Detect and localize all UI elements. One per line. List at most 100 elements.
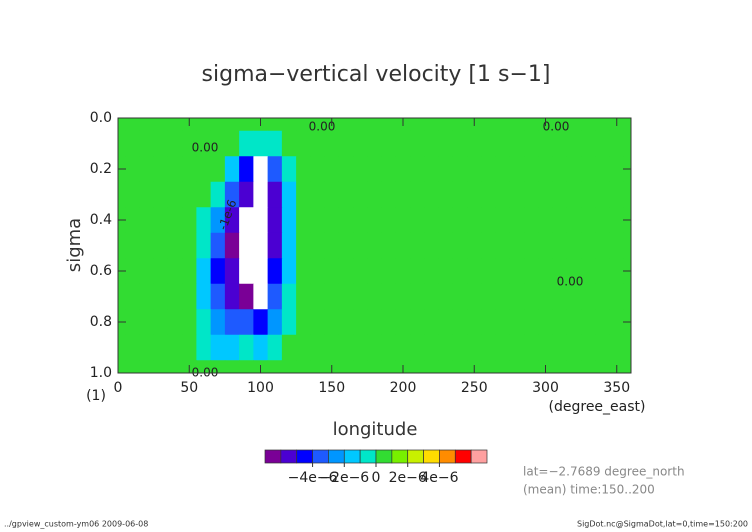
cell [367, 118, 383, 132]
cell [239, 258, 254, 285]
cell [310, 118, 326, 132]
cell [267, 130, 283, 157]
colorbar-box [264, 449, 282, 464]
cell [509, 181, 525, 208]
colorbar-box [407, 449, 424, 464]
cell [118, 360, 126, 374]
cell [395, 207, 411, 234]
cell [566, 130, 582, 157]
cell [395, 309, 411, 336]
cell [281, 283, 297, 310]
cell [253, 232, 269, 259]
cell [381, 232, 397, 259]
cell [125, 360, 140, 374]
colorbar-box [359, 449, 377, 464]
cell [552, 360, 568, 374]
cell [153, 283, 169, 310]
cell [253, 334, 269, 361]
cell [310, 156, 326, 183]
cell [395, 130, 411, 157]
cell [367, 309, 383, 336]
cell [118, 130, 126, 157]
cell [552, 207, 568, 234]
cell [609, 156, 625, 183]
cell [267, 207, 283, 234]
cell [125, 283, 140, 310]
cell [595, 156, 611, 183]
cell [538, 130, 554, 157]
cell [395, 232, 411, 259]
cell [281, 156, 297, 183]
cell [509, 309, 525, 336]
cell [424, 207, 440, 234]
cell [139, 334, 155, 361]
cell [495, 334, 511, 361]
cell [552, 130, 568, 157]
cell [438, 258, 454, 285]
cell [609, 181, 625, 208]
cell [381, 309, 397, 336]
cell [296, 181, 311, 208]
cell [267, 118, 283, 132]
cell [467, 130, 482, 157]
cell [224, 207, 240, 234]
x-tick-label: 250 [461, 380, 488, 396]
cell [566, 232, 582, 259]
cell [338, 360, 354, 374]
cell [125, 118, 140, 132]
x-unit: (degree_east) [549, 399, 646, 415]
y-axis-label: sigma [64, 218, 85, 272]
cell [324, 232, 340, 259]
cell [467, 232, 482, 259]
cell [581, 360, 596, 374]
cell [581, 309, 596, 336]
cell [581, 156, 596, 183]
cell [609, 232, 625, 259]
cell [353, 258, 368, 285]
cell [495, 360, 511, 374]
x-tick-label: 200 [390, 380, 417, 396]
cell [353, 334, 368, 361]
cell [595, 309, 611, 336]
cell [224, 118, 240, 132]
cell [452, 283, 468, 310]
cell [481, 360, 497, 374]
cell [524, 181, 539, 208]
cell [438, 156, 454, 183]
cell [310, 283, 326, 310]
cell [367, 360, 383, 374]
cell [552, 283, 568, 310]
cell [495, 232, 511, 259]
cell [338, 207, 354, 234]
cell [324, 283, 340, 310]
cell [125, 309, 140, 336]
cell [509, 258, 525, 285]
cell [224, 360, 240, 374]
cell [267, 156, 283, 183]
cell [495, 130, 511, 157]
cell [509, 232, 525, 259]
cell [410, 232, 425, 259]
cell [495, 309, 511, 336]
cell [196, 309, 212, 336]
cell [438, 207, 454, 234]
colorbar-tick-label: 0 [372, 470, 381, 486]
cell [424, 309, 440, 336]
cell [566, 360, 582, 374]
cell [367, 207, 383, 234]
x-tick-label: 150 [318, 380, 345, 396]
cell [324, 334, 340, 361]
cell [395, 334, 411, 361]
colorbar-tick-label: 2e−6 [389, 470, 427, 486]
cell [281, 130, 297, 157]
cell [182, 207, 197, 234]
chart-title: sigma−vertical velocity [1 s−1] [202, 62, 551, 87]
cell [381, 156, 397, 183]
cell [338, 283, 354, 310]
y-unit: (1) [86, 388, 106, 404]
cell [281, 334, 297, 361]
cell [538, 232, 554, 259]
cell [353, 283, 368, 310]
cell [224, 334, 240, 361]
cell [381, 130, 397, 157]
